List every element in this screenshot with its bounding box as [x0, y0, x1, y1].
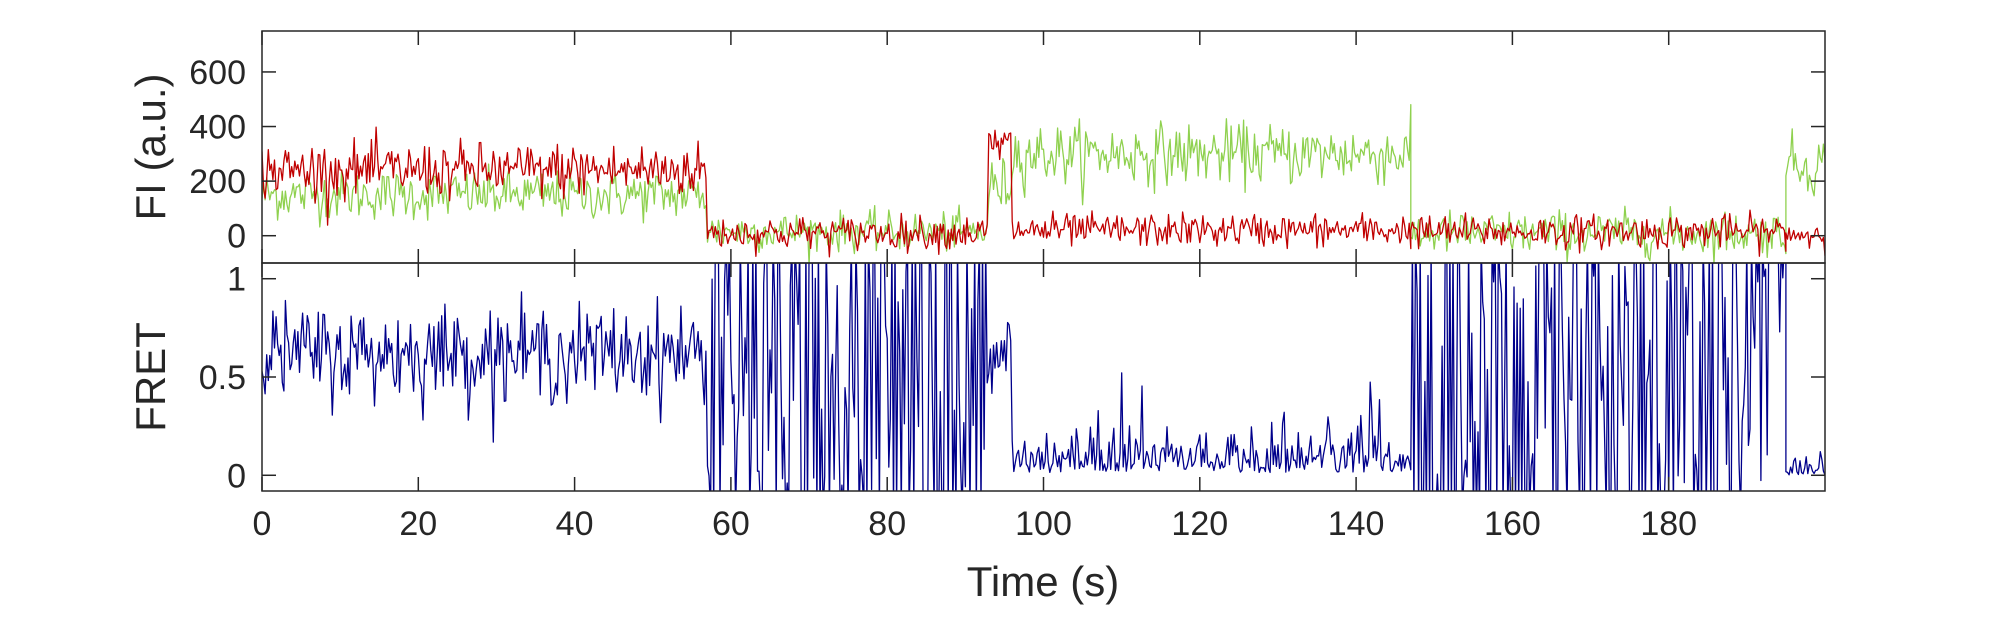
- fret-series-line-0: [262, 263, 1825, 491]
- fret-y-tick-label: 0.5: [199, 359, 246, 397]
- time-x-tick-label: 180: [1640, 505, 1697, 543]
- time-x-tick-label: 120: [1171, 505, 1228, 543]
- fret-y-axis-label: FRET: [127, 322, 174, 432]
- intensity-traces: [262, 104, 1825, 263]
- intensity-x-ticks: [261, 31, 1670, 263]
- fret-y-ticks: 00.51: [199, 261, 1825, 495]
- intensity-y-ticks: 0 200 400 600: [189, 54, 1825, 256]
- time-x-axis-label: Time (s): [967, 558, 1119, 605]
- time-x-tick-label: 160: [1484, 505, 1541, 543]
- intensity-plot-frame: [261, 30, 1826, 264]
- time-x-tick-label: 80: [868, 505, 906, 543]
- intensity-series-line-1: [262, 126, 1825, 258]
- intensity-panel: 0 200 400 600 FI (a.u.): [127, 31, 1825, 263]
- fret-y-tick-label: 0: [227, 457, 246, 495]
- intensity-series-line-0: [262, 104, 1825, 263]
- fret-plot-frame: [261, 262, 1826, 492]
- fret-x-ticks: 0 20 40 60 80 100 120 140 160 180: [253, 263, 1697, 543]
- intensity-y-axis-label: FI (a.u.): [127, 73, 174, 220]
- intensity-y-tick-label: 200: [189, 163, 246, 201]
- time-x-tick-label: 40: [556, 505, 594, 543]
- time-x-tick-label: 20: [399, 505, 437, 543]
- time-x-tick-label: 0: [253, 505, 272, 543]
- time-x-tick-label: 100: [1015, 505, 1072, 543]
- time-x-tick-label: 60: [712, 505, 750, 543]
- intensity-y-tick-label: 600: [189, 54, 246, 92]
- time-x-tick-label: 140: [1328, 505, 1385, 543]
- fret-y-tick-label: 1: [227, 261, 246, 299]
- intensity-y-tick-label: 0: [227, 218, 246, 256]
- fret-trace: [262, 263, 1825, 491]
- fret-panel: 00.51 0 20 40 60 80 100 120 140 160 180 FRET Time…: [127, 261, 1825, 605]
- intensity-y-tick-label: 400: [189, 109, 246, 147]
